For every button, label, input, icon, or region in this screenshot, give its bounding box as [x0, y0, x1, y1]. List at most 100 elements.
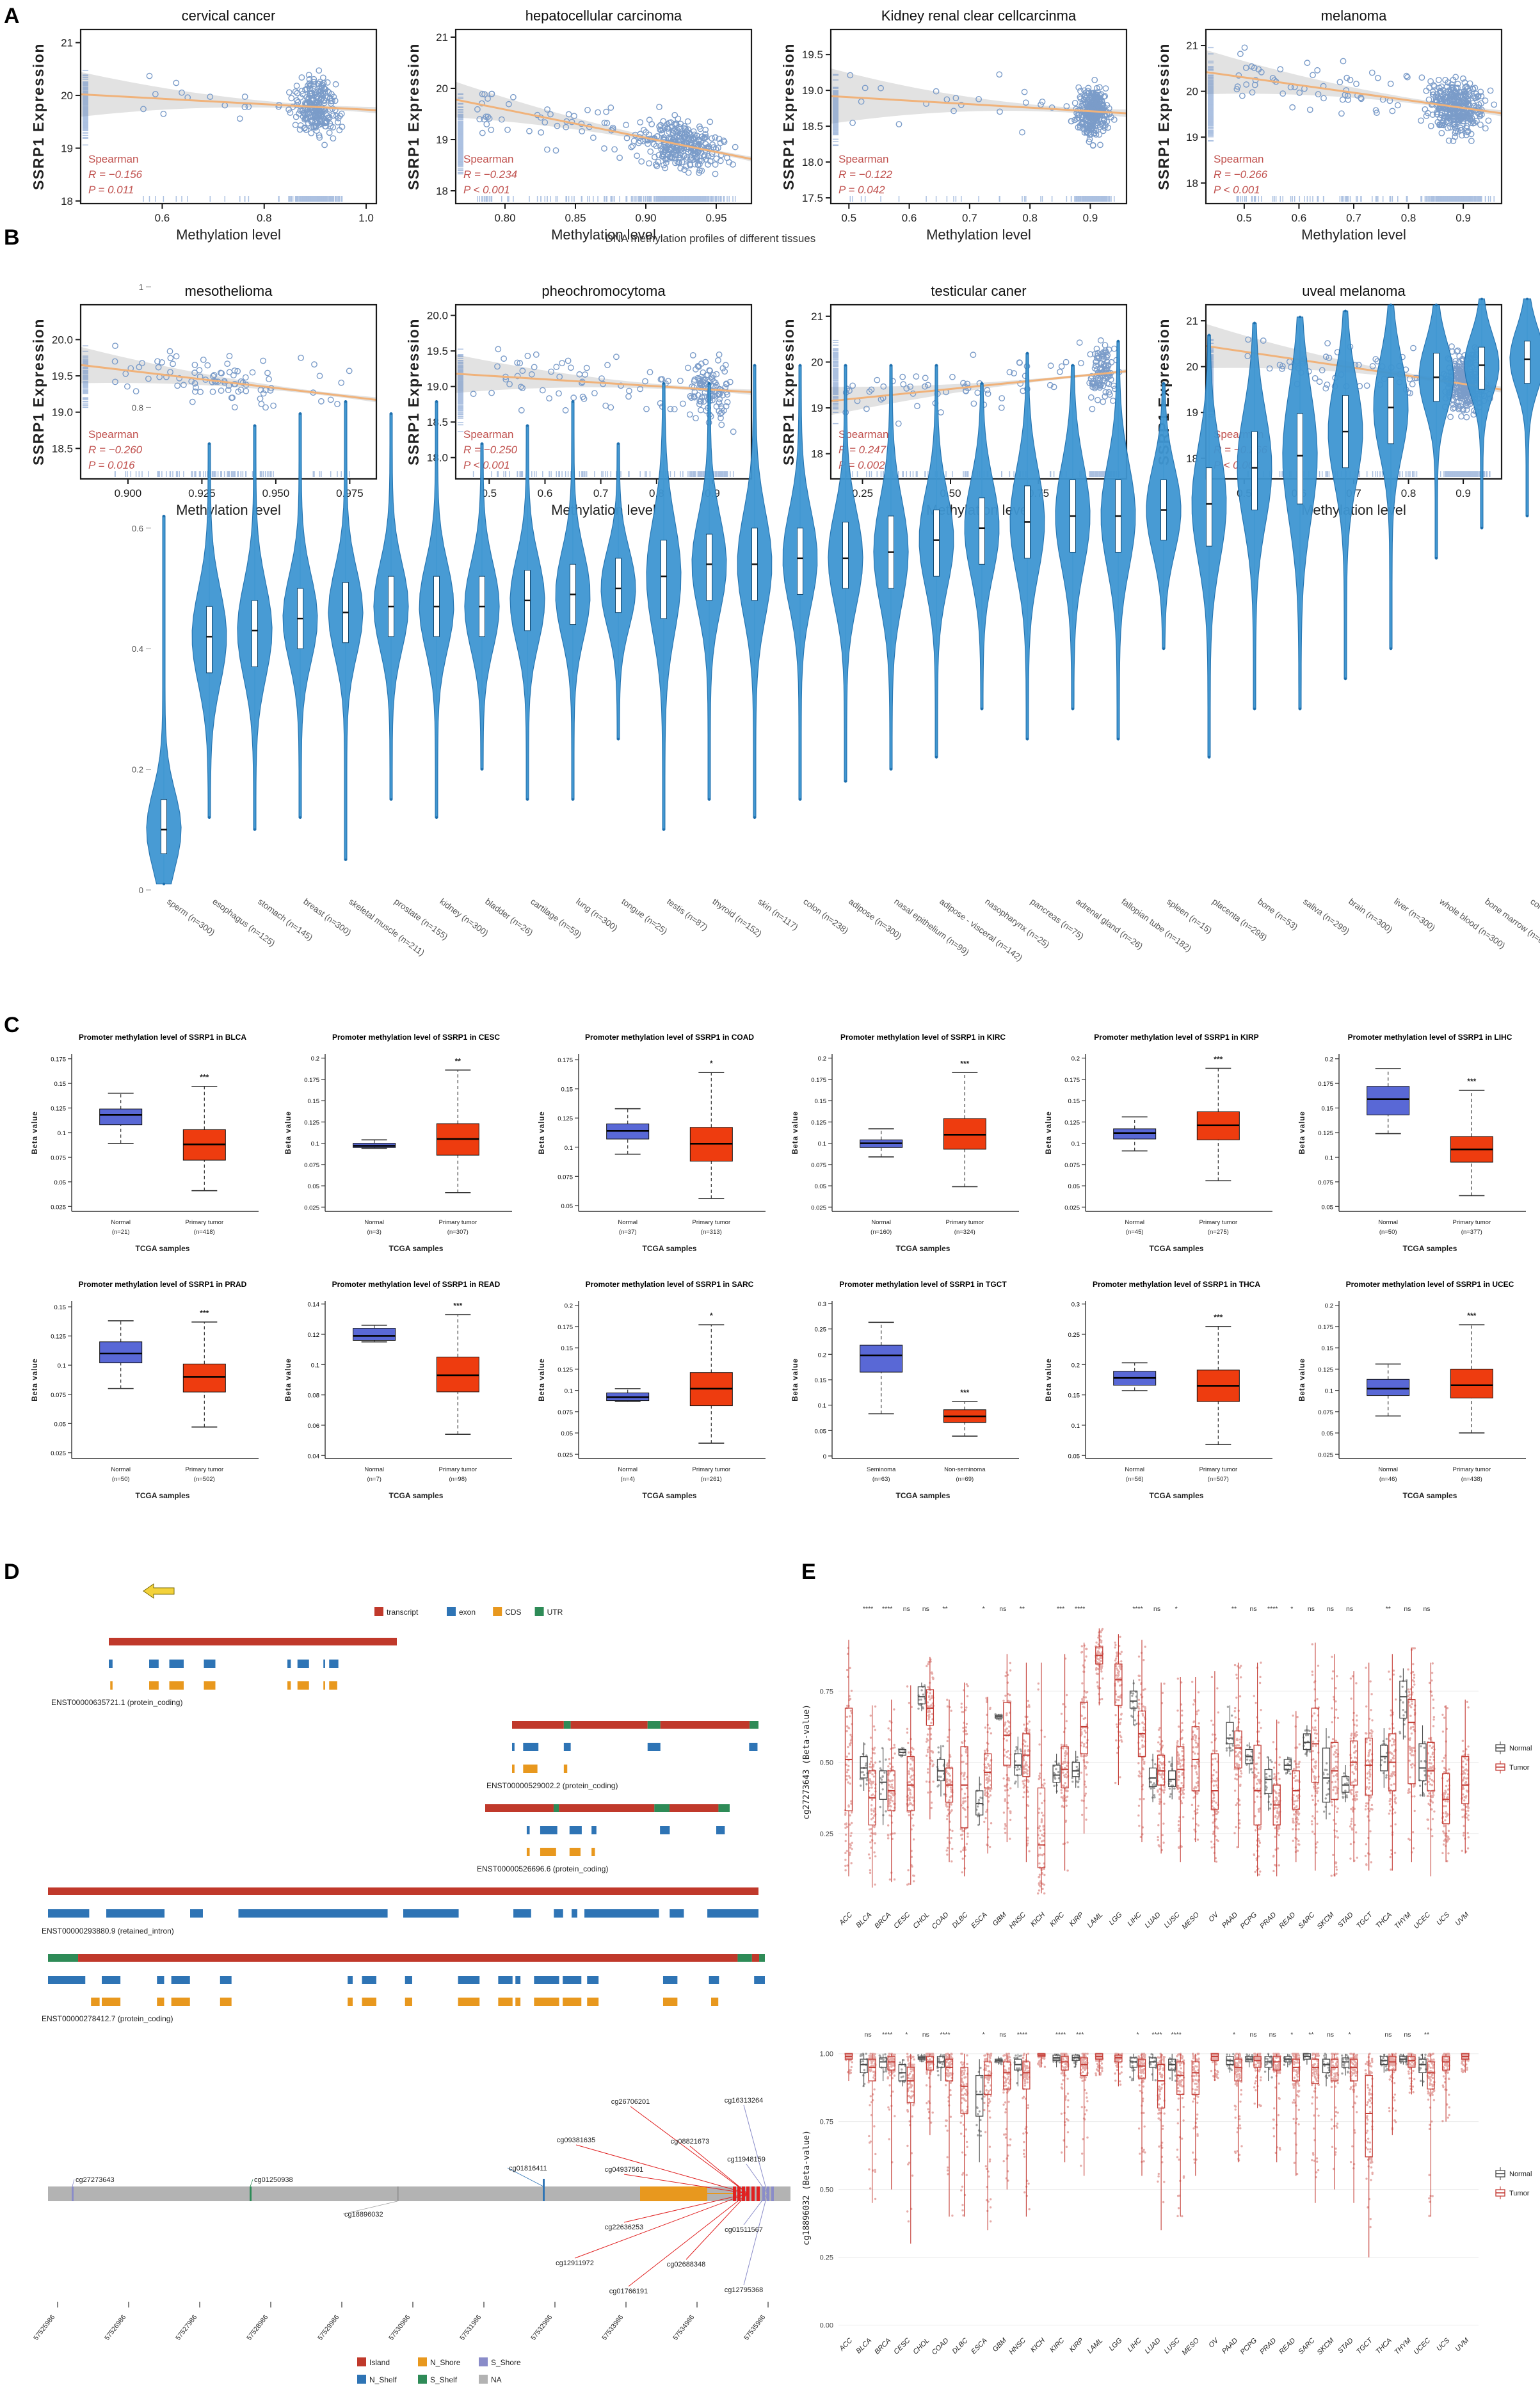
violin-20: adrenal gland (n=26) — [1055, 364, 1144, 951]
svg-text:Spearman: Spearman — [838, 153, 888, 165]
svg-text:0.80: 0.80 — [494, 212, 515, 224]
svg-text:SSRP1 Expression: SSRP1 Expression — [405, 43, 422, 190]
svg-text:19.0: 19.0 — [802, 85, 823, 97]
svg-text:0.95: 0.95 — [705, 212, 726, 224]
boxplot-COAD: Promoter methylation level of SSRP1 in C… — [538, 1033, 766, 1253]
strand-direction-arrow-icon — [143, 1583, 175, 1599]
boxplot-UCEC: Promoter methylation level of SSRP1 in U… — [1299, 1280, 1526, 1500]
svg-text:R = −0.234: R = −0.234 — [463, 168, 517, 181]
cg18896032-MESO: MESO — [1181, 2053, 1201, 2357]
cg18896032-ACC: ACC — [837, 2053, 854, 2353]
scatter-0: cervical cancer 18 19 20 21 0.6 0.8 1.0 Methylat… — [30, 8, 378, 243]
svg-text:Methylation level: Methylation level — [176, 502, 281, 518]
svg-text:19.5: 19.5 — [802, 49, 823, 61]
transcript-ENST00000278412.7: ENST00000278412.7 (protein_coding) — [42, 1954, 765, 2023]
boxplot-TGCT: Promoter methylation level of SSRP1 in T… — [792, 1280, 1019, 1500]
panel-a-label: A — [4, 4, 20, 28]
panel-c-charts: Promoter methylation level of SSRP1 in B… — [31, 1033, 1526, 1500]
svg-text:SSRP1 Expression: SSRP1 Expression — [30, 43, 47, 190]
svg-text:17.5: 17.5 — [802, 192, 823, 204]
svg-text:19: 19 — [436, 134, 448, 146]
svg-text:Methylation level: Methylation level — [1301, 227, 1406, 243]
svg-text:0.900: 0.900 — [115, 487, 142, 499]
cg27273643-HNSC: **HNSC — [1007, 1605, 1031, 1930]
cg27273643-KIRP: ****KIRP — [1068, 1605, 1089, 1928]
cg18896032-LIHC: *LIHC — [1126, 2031, 1146, 2354]
svg-text:20.0: 20.0 — [52, 334, 73, 346]
cg27273643-COAD: **COAD — [931, 1605, 954, 1931]
boxplot-THCA: Promoter methylation level of SSRP1 in T… — [1045, 1280, 1272, 1500]
svg-text:18: 18 — [1186, 177, 1198, 190]
boxplot-BLCA: Promoter methylation level of SSRP1 in B… — [31, 1033, 259, 1253]
scatter-2: Kidney renal clear cellcarcinma 17.5 18.0 1… — [780, 8, 1128, 243]
svg-text:R = −0.260: R = −0.260 — [88, 444, 143, 456]
svg-text:Methylation level: Methylation level — [176, 227, 281, 243]
svg-text:testicular caner: testicular caner — [931, 283, 1026, 299]
panel-e-cg18896032: cg18896032 (Beta-value)0.000.250.500.751… — [802, 2031, 1532, 2357]
transcript-ENST00000526696.6: ENST00000526696.6 (protein_coding) — [477, 1804, 730, 1873]
svg-text:hepatocellular carcinoma: hepatocellular carcinoma — [525, 8, 682, 24]
cg27273643-TGCT: TGCT — [1355, 1662, 1375, 1930]
cg27273643-PAAD: **PAAD — [1221, 1605, 1243, 1930]
svg-text:21: 21 — [1186, 40, 1198, 52]
svg-text:0.6: 0.6 — [538, 487, 553, 499]
svg-text:0.90: 0.90 — [635, 212, 656, 224]
cg27273643-LGG: LGG — [1108, 1634, 1124, 1927]
svg-text:20: 20 — [436, 83, 448, 95]
svg-text:pheochromocytoma: pheochromocytoma — [541, 283, 666, 299]
svg-text:18.0: 18.0 — [802, 156, 823, 168]
svg-text:0.9: 0.9 — [1083, 212, 1098, 224]
cg27273643-OV: OV — [1207, 1671, 1221, 1923]
svg-text:SSRP1 Expression: SSRP1 Expression — [780, 43, 797, 190]
svg-text:0.950: 0.950 — [262, 487, 290, 499]
svg-text:18: 18 — [436, 185, 448, 197]
svg-text:19.0: 19.0 — [427, 381, 448, 393]
transcript-ENST00000635721.1: ENST00000635721.1 (protein_coding) — [51, 1638, 397, 1707]
cg18896032-READ: *READ — [1278, 2031, 1301, 2356]
cg18896032-LGG: LGG — [1108, 2053, 1124, 2353]
svg-text:P = 0.011: P = 0.011 — [88, 184, 134, 196]
cg18896032-KICH: KICH — [1029, 2053, 1047, 2354]
svg-text:Methylation level: Methylation level — [926, 227, 1031, 243]
panel-e-cg27273643: cg27273643 (Beta-value)0.250.500.75ACC**… — [802, 1605, 1532, 1931]
cg18896032-UCEC: **UCEC — [1413, 2031, 1436, 2356]
svg-text:0.8: 0.8 — [257, 212, 272, 224]
transcript-ENST00000293880.9: ENST00000293880.9 (retained_intron) — [42, 1887, 758, 1935]
cg27273643-BRCA: ****BRCA — [873, 1605, 896, 1930]
svg-text:melanoma: melanoma — [1321, 8, 1387, 24]
cg18896032-ESCA: *ESCA — [970, 2031, 993, 2355]
cg18896032-CESC: *CESC — [892, 2031, 915, 2356]
boxplot-LIHC: Promoter methylation level of SSRP1 in L… — [1299, 1033, 1526, 1253]
cg18896032-LUSC: ****LUSC — [1163, 2031, 1185, 2355]
cg18896032-PAAD: *PAAD — [1221, 2031, 1243, 2355]
cg18896032-BRCA: ****BRCA — [873, 2031, 896, 2356]
svg-text:R = −0.122: R = −0.122 — [838, 168, 893, 181]
cg27273643-LAML: LAML — [1086, 1628, 1104, 1929]
svg-text:Spearman: Spearman — [88, 428, 138, 440]
cpg-genomic-bar — [48, 2186, 790, 2201]
svg-text:SSRP1 Expression: SSRP1 Expression — [1155, 43, 1172, 190]
cg27273643-LIHC: ****LIHC — [1126, 1605, 1146, 1928]
scatter-1: hepatocellular carcinoma 18 19 20 21 0.80 0.85… — [405, 8, 753, 243]
violin-28: whole blood (n=300) — [1418, 303, 1507, 951]
panel-b-chart: DNA methylation profiles of different ti… — [132, 232, 1540, 963]
violin-14: colon (n=238) — [782, 364, 850, 935]
violin-17: adipose - visceral (n=142) — [918, 364, 1024, 963]
